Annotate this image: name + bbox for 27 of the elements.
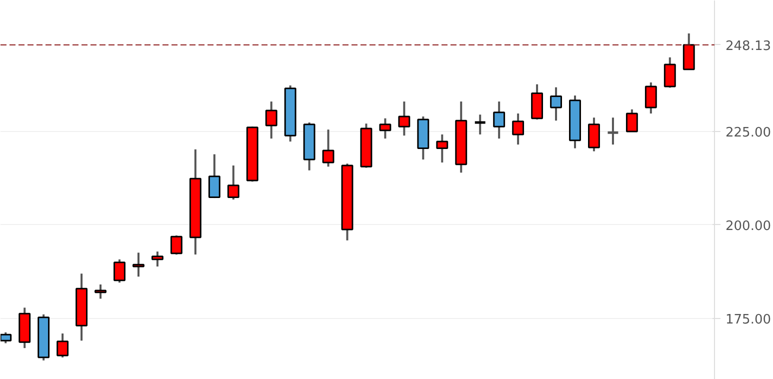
candlestick xyxy=(474,114,487,136)
candlestick xyxy=(208,153,220,200)
candlestick xyxy=(56,332,69,358)
candlestick xyxy=(493,100,506,140)
candlestick xyxy=(664,56,676,89)
candlestick xyxy=(550,86,562,122)
candlestick xyxy=(436,133,448,164)
candlestick xyxy=(626,108,638,132)
candlestick xyxy=(170,234,182,256)
candlestick xyxy=(644,81,657,114)
candlestick xyxy=(512,112,524,146)
y-tick-label: 175.00 xyxy=(726,312,771,328)
candlestick xyxy=(606,116,620,146)
candlestick xyxy=(132,252,144,278)
candlestick xyxy=(588,116,600,152)
candlestick xyxy=(227,164,240,201)
candlestick xyxy=(114,258,126,284)
candlestick xyxy=(398,100,410,137)
candlestick xyxy=(94,283,106,300)
candlestick xyxy=(0,331,12,344)
candlestick xyxy=(379,117,392,140)
candlestick xyxy=(151,250,164,268)
y-tick-label: 225.00 xyxy=(726,125,771,140)
y-tick-label: 200.00 xyxy=(726,218,771,234)
ref-line-label: 248.13 xyxy=(726,38,771,54)
candlestick xyxy=(265,100,278,140)
candlestick xyxy=(322,128,334,168)
